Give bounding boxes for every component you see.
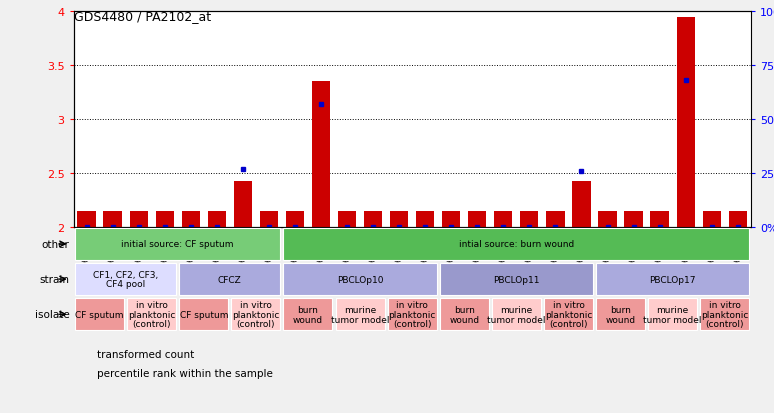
Bar (156, 211, 174, 227)
Bar (336, 299, 385, 330)
Bar (260, 211, 278, 227)
Bar (416, 211, 434, 227)
Bar (572, 182, 591, 227)
Bar (598, 211, 617, 227)
Bar (312, 82, 330, 227)
Text: in vitro
planktonic
(control): in vitro planktonic (control) (232, 300, 279, 329)
Bar (596, 299, 645, 330)
Bar (440, 263, 593, 295)
Bar (468, 211, 486, 227)
Bar (728, 211, 747, 227)
Text: other: other (42, 239, 70, 249)
Text: in vitro
planktonic
(control): in vitro planktonic (control) (701, 300, 748, 329)
Text: strain: strain (39, 274, 70, 285)
Bar (546, 211, 564, 227)
Bar (700, 299, 749, 330)
Bar (75, 228, 280, 260)
Text: CF sputum: CF sputum (75, 310, 124, 319)
Text: PBCLOp11: PBCLOp11 (493, 275, 539, 284)
Bar (676, 18, 695, 227)
Text: in vitro
planktonic
(control): in vitro planktonic (control) (545, 300, 592, 329)
Bar (364, 211, 382, 227)
Text: burn
wound: burn wound (293, 305, 323, 324)
Bar (231, 299, 280, 330)
Bar (75, 263, 176, 295)
Text: in vitro
planktonic
(control): in vitro planktonic (control) (389, 300, 436, 329)
Bar (495, 211, 512, 227)
Text: CF sputum: CF sputum (180, 310, 228, 319)
Text: percentile rank within the sample: percentile rank within the sample (97, 368, 272, 378)
Bar (544, 299, 593, 330)
Text: burn
wound: burn wound (449, 305, 479, 324)
Bar (180, 299, 228, 330)
Text: CF1, CF2, CF3,
CF4 pool: CF1, CF2, CF3, CF4 pool (93, 270, 158, 289)
Bar (207, 211, 226, 227)
Bar (104, 211, 122, 227)
Bar (491, 299, 541, 330)
Bar (442, 211, 461, 227)
Bar (390, 211, 408, 227)
Bar (127, 299, 176, 330)
Text: murine
tumor model: murine tumor model (643, 305, 702, 324)
Bar (286, 211, 304, 227)
Text: initial source: CF sputum: initial source: CF sputum (122, 240, 234, 249)
Text: murine
tumor model: murine tumor model (487, 305, 546, 324)
Bar (648, 299, 697, 330)
Bar (596, 263, 749, 295)
Bar (234, 182, 252, 227)
Text: PBCLOp10: PBCLOp10 (337, 275, 383, 284)
Text: PBCLOp17: PBCLOp17 (649, 275, 696, 284)
Text: burn
wound: burn wound (605, 305, 635, 324)
Bar (520, 211, 539, 227)
Bar (703, 211, 721, 227)
Bar (77, 211, 96, 227)
Bar (283, 299, 333, 330)
Text: in vitro
planktonic
(control): in vitro planktonic (control) (128, 300, 176, 329)
Bar (283, 228, 749, 260)
Text: intial source: burn wound: intial source: burn wound (459, 240, 574, 249)
Bar (440, 299, 488, 330)
Bar (283, 263, 437, 295)
Bar (650, 211, 669, 227)
Text: isolate: isolate (35, 309, 70, 320)
Text: GDS4480 / PA2102_at: GDS4480 / PA2102_at (74, 10, 211, 23)
Text: transformed count: transformed count (97, 349, 194, 359)
Bar (182, 211, 200, 227)
Bar (338, 211, 356, 227)
Bar (180, 263, 280, 295)
Bar (625, 211, 642, 227)
Bar (75, 299, 124, 330)
Text: murine
tumor model: murine tumor model (330, 305, 389, 324)
Text: CFCZ: CFCZ (218, 275, 241, 284)
Bar (129, 211, 148, 227)
Bar (388, 299, 437, 330)
